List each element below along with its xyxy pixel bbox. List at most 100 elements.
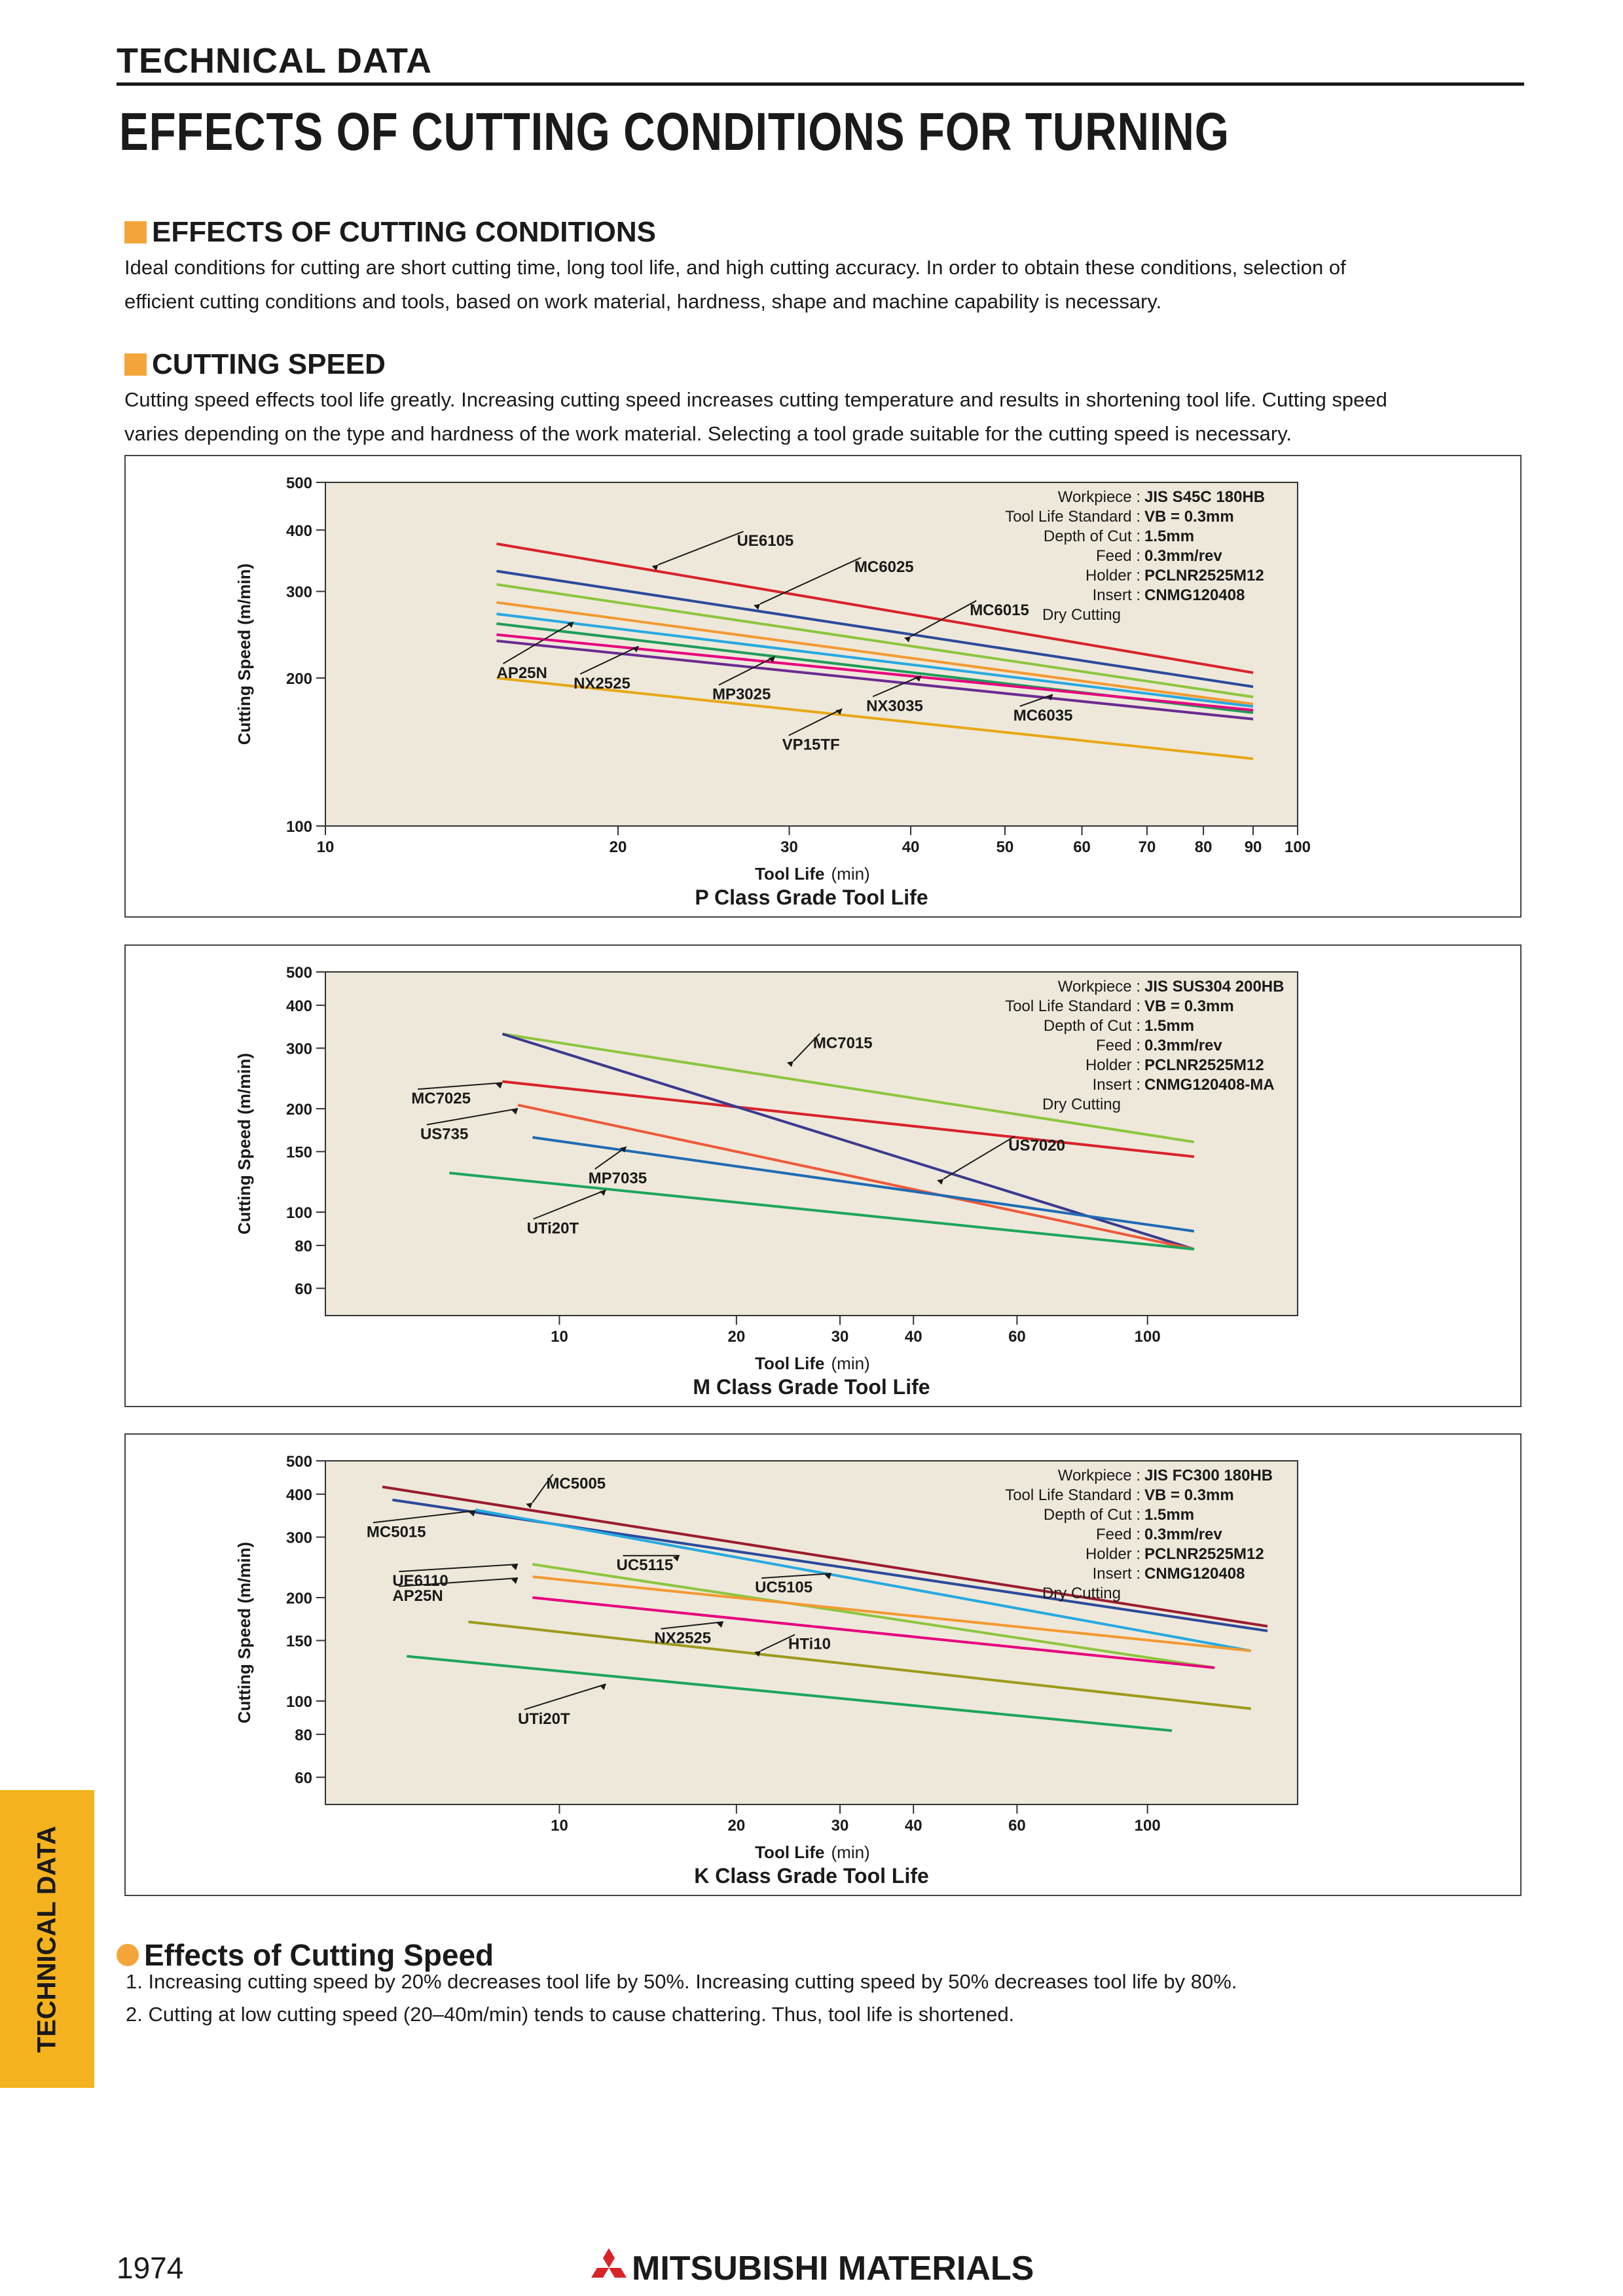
series-label: UC5115: [616, 1556, 673, 1574]
plot-area: [325, 482, 1298, 827]
x-tick-label: 100: [1285, 838, 1311, 856]
series-line-uti20t: [407, 1655, 1173, 1732]
info-label: Insert :: [1093, 1076, 1140, 1094]
x-axis-unit: (min): [831, 1842, 870, 1862]
info-label: Holder :: [1085, 567, 1140, 584]
chart-title: M Class Grade Tool Life: [693, 1375, 930, 1399]
series-line-nx2525: [496, 613, 1254, 708]
series-line-ue6110: [532, 1575, 1252, 1653]
series-line-mp7035: [532, 1136, 1195, 1233]
info-value: JIS SUS304 200HB: [1144, 978, 1284, 996]
x-tick-label: 40: [905, 1817, 922, 1835]
info-label: Depth of Cut :: [1044, 528, 1140, 545]
x-tick-label: 40: [905, 1328, 922, 1346]
arrow-head: [651, 564, 659, 571]
leader-line: [502, 621, 574, 664]
series-line-hti10: [468, 1620, 1252, 1710]
y-tick-label: 150: [286, 1633, 312, 1651]
section-effects-text: Ideal conditions for cutting are short c…: [124, 251, 1532, 319]
section-speed-title-text: CUTTING SPEED: [152, 348, 386, 380]
series-line-mc7015: [502, 1032, 1195, 1143]
leader-line: [759, 557, 862, 605]
x-tick-label: 60: [1008, 1328, 1026, 1346]
series-label: MC6025: [854, 558, 914, 576]
arrow-head: [511, 1578, 519, 1585]
series-label: UC5105: [755, 1579, 812, 1596]
info-label: Depth of Cut :: [1044, 1506, 1140, 1524]
info-label: Depth of Cut :: [1044, 1017, 1140, 1035]
y-tick-label: 400: [286, 1486, 312, 1504]
info-value: 1.5mm: [1144, 528, 1194, 545]
arrow-head: [672, 1555, 680, 1562]
page-title: EFFECTS OF CUTTING CONDITIONS FOR TURNIN…: [119, 102, 1230, 162]
list-item: 1. Increasing cutting speed by 20% decre…: [126, 1970, 1237, 1993]
y-tick-label: 150: [286, 1144, 312, 1162]
info-value: PCLNR2525M12: [1144, 1545, 1264, 1563]
series-line-uti20t: [449, 1172, 1195, 1251]
x-axis-unit: (min): [831, 864, 870, 884]
x-axis-label: Tool Life: [755, 1354, 824, 1373]
series-line-vp15tf: [496, 676, 1254, 761]
series-line-uc5115: [475, 1508, 1252, 1653]
info-value: VB = 0.3mm: [1144, 1486, 1234, 1504]
three-diamonds-icon: [591, 2248, 627, 2278]
x-tick-label: 10: [551, 1328, 568, 1346]
leader-line: [910, 600, 977, 637]
x-tick-label: 10: [551, 1817, 568, 1835]
series-line-mc5005: [382, 1485, 1268, 1628]
chart-k-class: 60 80 100 150 200 300 400 500 10 20 30 40 60 100 Tool …: [124, 1433, 1522, 1896]
paragraph-line: Ideal conditions for cutting are short c…: [124, 256, 1346, 279]
leader-line: [658, 531, 744, 565]
y-tick-label: 80: [295, 1238, 312, 1255]
info-value: CNMG120408-MA: [1144, 1076, 1275, 1094]
arrow-head: [754, 1651, 761, 1657]
brand-logo: MITSUBISHI MATERIALS: [586, 2248, 1034, 2289]
paragraph-line: efficient cutting conditions and tools, …: [124, 290, 1162, 313]
series-label: MP7035: [589, 1170, 647, 1187]
series-line-ap25n: [532, 1596, 1215, 1670]
series-label: MC7015: [813, 1034, 873, 1052]
info-label: Insert :: [1093, 1565, 1140, 1583]
leader-line: [760, 1634, 795, 1652]
series-label: AP25N: [392, 1587, 443, 1605]
series-label: NX3035: [866, 697, 923, 715]
series-label: MC5005: [546, 1475, 606, 1493]
section-effects-title: EFFECTS OF CUTTING CONDITIONS: [124, 216, 656, 249]
leader-line: [418, 1082, 503, 1090]
y-tick-label: 500: [286, 964, 312, 982]
y-tick-label: 500: [286, 1453, 312, 1471]
leader-line: [718, 656, 776, 686]
paragraph-line: varies depending on the type and hardnes…: [124, 422, 1292, 445]
info-label: Feed :: [1096, 547, 1140, 565]
info-label: Holder :: [1085, 1056, 1140, 1074]
paragraph-line: Cutting speed effects tool life greatly.…: [124, 388, 1387, 411]
y-tick-label: 200: [286, 1590, 312, 1607]
x-tick-label: 20: [610, 838, 627, 856]
series-label: UE6105: [737, 532, 794, 550]
info-value: JIS FC300 180HB: [1144, 1467, 1273, 1484]
series-label: UTi20T: [527, 1220, 579, 1238]
info-label: Workpiece :: [1058, 1467, 1140, 1484]
info-label: Feed :: [1096, 1037, 1140, 1054]
info-label: Dry Cutting: [1042, 1096, 1121, 1113]
info-value: 1.5mm: [1144, 1506, 1194, 1524]
header-section-label: TECHNICAL DATA: [117, 41, 432, 81]
series-line-uc5105: [532, 1563, 1215, 1670]
y-axis-label: Cutting Speed (m/min): [234, 1542, 254, 1723]
series-line-us7020: [501, 1032, 1195, 1251]
leader-line: [943, 1136, 1015, 1179]
series-label: VP15TF: [782, 736, 840, 754]
series-label: AP25N: [496, 664, 547, 682]
info-value: VB = 0.3mm: [1144, 997, 1234, 1015]
arrow-head: [496, 1083, 503, 1089]
series-line-ue6105: [496, 542, 1254, 674]
arrow-head: [511, 1108, 519, 1115]
x-tick-label: 10: [317, 838, 335, 856]
info-label: Insert :: [1093, 586, 1140, 604]
leader-line: [373, 1510, 476, 1524]
y-tick-label: 200: [286, 670, 312, 688]
leader-line: [872, 675, 922, 698]
series-label: NX2525: [574, 675, 630, 692]
arrow-head: [914, 675, 921, 682]
series-label: HTi10: [788, 1635, 831, 1653]
